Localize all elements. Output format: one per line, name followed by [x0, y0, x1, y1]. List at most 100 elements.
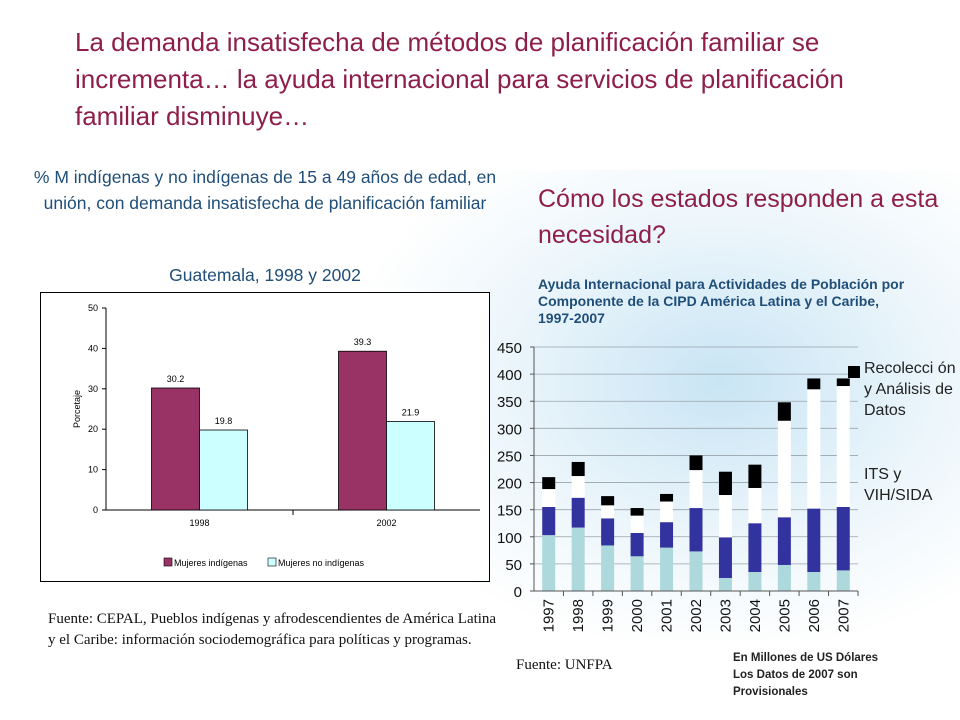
right-bar-2006-segment-4	[807, 378, 821, 390]
left-data-label: 19.8	[215, 416, 233, 426]
right-x-tick-label: 1997	[541, 599, 558, 632]
right-footnote: En Millones de US Dólares Los Datos de 2…	[733, 650, 933, 701]
right-y-tick-label: 150	[497, 503, 522, 520]
legend-label-recoleccion: Recolecci ón y Análisis de Datos	[864, 360, 956, 419]
right-bar-2000-segment-4	[630, 508, 644, 516]
footnote-units: En Millones de US Dólares	[733, 652, 879, 664]
left-data-label: 21.9	[402, 408, 420, 418]
right-x-tick-label: 2005	[776, 599, 793, 632]
right-bar-2007-segment-3	[836, 386, 850, 507]
right-bar-1999-segment-3	[601, 505, 615, 519]
legend-swatch-recoleccion	[848, 366, 860, 378]
right-y-tick-label: 100	[497, 530, 522, 547]
right-y-tick-label: 450	[497, 340, 522, 357]
right-bar-2007-segment-1	[836, 570, 850, 591]
right-bar-1997-segment-3	[542, 489, 556, 507]
right-bar-2001-segment-1	[660, 547, 674, 591]
left-y-tick-label: 0	[93, 505, 98, 515]
right-bar-1999-segment-1	[601, 545, 615, 591]
right-bar-1997-segment-2	[542, 506, 556, 536]
right-y-tick-label: 300	[497, 421, 522, 438]
left-source-note: Fuente: CEPAL, Pueblos indígenas y afrod…	[48, 611, 497, 648]
right-bar-2003-segment-3	[718, 495, 732, 538]
right-bar-2000-segment-1	[630, 556, 644, 591]
right-x-tick-label: 2001	[659, 599, 676, 632]
left-y-tick-label: 40	[88, 343, 98, 353]
slide-title: La demanda insatisfecha de métodos de pl…	[75, 27, 844, 131]
right-bar-1998-segment-1	[571, 527, 585, 591]
left-y-axis-label: Porcetaje	[72, 390, 82, 428]
left-y-tick-label: 50	[88, 303, 98, 313]
left-bar-chart: 0 10 20 30 40 50 Porcetaje 1998 2002 30.2 19.8 39.…	[40, 292, 490, 582]
right-bar-2001-segment-4	[660, 493, 674, 502]
right-stacked-bar-chart: 0 50 100 150 200 250 300 350 400 450 1997 1998 1999 2…	[497, 340, 859, 632]
right-x-tick-label: 2000	[629, 599, 646, 632]
right-y-tick-label: 50	[505, 557, 522, 574]
right-bar-2002-segment-1	[689, 551, 703, 591]
right-bar-2003-segment-2	[718, 537, 732, 578]
right-x-tick-label: 1998	[570, 599, 587, 632]
left-data-label: 39.3	[354, 337, 372, 347]
right-bar-2004-segment-4	[748, 464, 762, 488]
right-question-heading: Cómo los estados responden a esta necesi…	[538, 185, 939, 249]
left-data-label: 30.2	[167, 374, 185, 384]
right-y-tick-label: 350	[497, 394, 522, 411]
right-bar-1998-segment-4	[571, 461, 585, 477]
right-y-tick-label: 400	[497, 367, 522, 384]
left-legend-label-no-indigenas: Mujeres no indígenas	[278, 558, 365, 568]
left-x-tick-label: 1998	[189, 518, 209, 528]
right-x-tick-label: 2002	[688, 599, 705, 632]
right-bar-2000-segment-2	[630, 532, 644, 557]
right-bar-2002-segment-2	[689, 508, 703, 552]
left-x-tick-label: 2002	[376, 518, 396, 528]
right-bar-2003-segment-4	[718, 471, 732, 496]
left-legend-swatch-indigenas	[163, 557, 173, 567]
right-bar-2006-segment-3	[807, 389, 821, 509]
right-bar-2002-segment-3	[689, 470, 703, 509]
right-source-note: Fuente: UNFPA	[516, 657, 613, 673]
right-x-tick-label: 2007	[835, 599, 852, 632]
right-bar-2006-segment-1	[807, 572, 821, 591]
left-chart-country: Guatemala, 1998 y 2002	[169, 265, 361, 285]
legend-label-its: ITS y VIH/SIDA	[864, 466, 933, 504]
right-y-tick-label: 200	[497, 476, 522, 493]
left-bar-2002-indigenas	[338, 350, 387, 511]
right-y-tick-label: 250	[497, 448, 522, 465]
right-bar-2004-segment-1	[748, 572, 762, 591]
left-y-tick-label: 20	[88, 424, 98, 434]
right-bar-1997-segment-4	[542, 477, 556, 490]
right-bar-2001-segment-3	[660, 501, 674, 523]
right-bar-2005-segment-4	[777, 402, 791, 421]
right-bar-1999-segment-2	[601, 518, 615, 546]
footnote-provisional: Los Datos de 2007 son Provisionales	[733, 669, 858, 698]
right-bar-2005-segment-3	[777, 420, 791, 518]
right-x-tick-label: 1999	[600, 599, 617, 632]
right-bar-1999-segment-4	[601, 496, 615, 506]
right-bar-2002-segment-4	[689, 455, 703, 471]
right-bar-2005-segment-1	[777, 564, 791, 591]
right-bar-2001-segment-2	[660, 522, 674, 548]
right-bar-1998-segment-3	[571, 476, 585, 498]
left-bar-1998-no-indigenas	[199, 429, 248, 511]
right-chart-title: Ayuda Internacional para Actividades de …	[538, 276, 905, 326]
right-bar-2004-segment-3	[748, 487, 762, 524]
right-bar-2007-segment-4	[836, 378, 850, 387]
right-y-tick-label: 0	[514, 584, 522, 601]
right-x-tick-label: 2006	[806, 599, 823, 632]
left-y-tick-label: 10	[88, 465, 98, 475]
right-bar-2003-segment-1	[718, 577, 732, 591]
right-bar-2000-segment-3	[630, 515, 644, 533]
right-bar-2004-segment-2	[748, 523, 762, 573]
right-x-tick-label: 2004	[747, 599, 764, 632]
left-bar-1998-indigenas	[151, 387, 200, 511]
right-bar-2005-segment-2	[777, 517, 791, 565]
right-x-tick-label: 2003	[717, 599, 734, 632]
left-chart-subtitle: % M indígenas y no indígenas de 15 a 49 …	[33, 167, 497, 213]
right-bar-2006-segment-2	[807, 508, 821, 573]
right-bar-1997-segment-1	[542, 535, 556, 591]
left-bar-2002-no-indigenas	[386, 421, 435, 511]
left-y-tick-label: 30	[88, 384, 98, 394]
right-bar-2007-segment-2	[836, 506, 850, 571]
right-bar-1998-segment-2	[571, 497, 585, 528]
left-legend-label-indigenas: Mujeres indígenas	[174, 558, 248, 568]
